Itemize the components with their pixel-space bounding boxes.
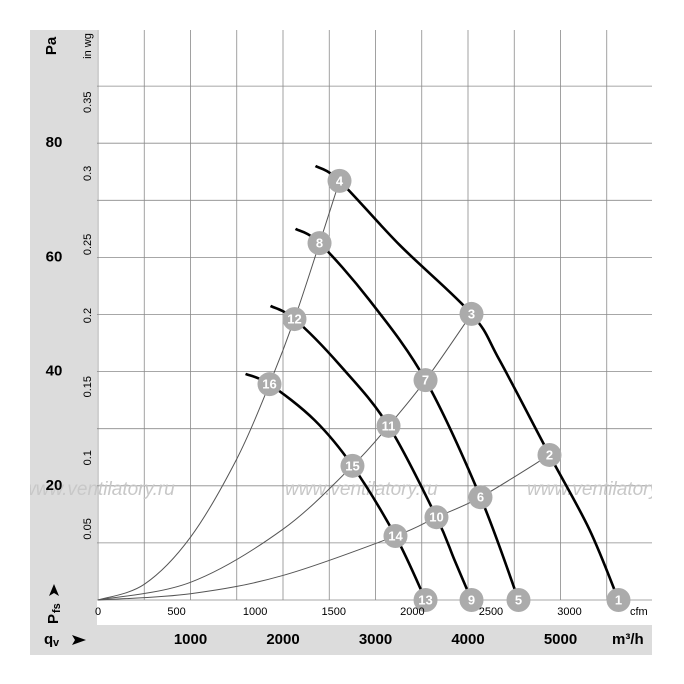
- y-tick-label: 20: [46, 477, 63, 494]
- x-tick-label: 4000: [451, 631, 484, 648]
- x-tick-label: 5000: [544, 631, 577, 648]
- y2-tick-label: 0.25: [82, 234, 94, 255]
- y-tick-label: 40: [46, 363, 63, 380]
- left-strip: [30, 30, 97, 655]
- x-symbol-main: q: [44, 631, 53, 648]
- operating-point: [459, 301, 484, 326]
- operating-point: [257, 372, 282, 397]
- x-label: m³/h: [612, 631, 644, 648]
- point-label: 13: [418, 592, 432, 607]
- operating-point: [327, 168, 352, 193]
- grid: [97, 30, 652, 601]
- point-label: 6: [477, 490, 484, 505]
- y2-label: in wg: [82, 33, 94, 59]
- point-label: 3: [468, 306, 475, 321]
- x2-tick-label: 2000: [400, 606, 424, 618]
- point-label: 11: [382, 418, 396, 433]
- operating-point: [468, 485, 493, 510]
- arrow: [72, 635, 86, 645]
- point-label: 9: [468, 592, 475, 607]
- operating-point: [413, 588, 438, 612]
- x-tick-label: 1000: [174, 631, 207, 648]
- x2-tick-label: 0: [95, 606, 101, 618]
- x-tick-label: 2000: [266, 631, 299, 648]
- point-label: 2: [546, 447, 553, 462]
- operating-point: [459, 588, 484, 612]
- watermark: www.ventilatory.ru: [285, 479, 438, 500]
- y-tick-label: 80: [46, 134, 63, 151]
- x2-tick-label: 2500: [479, 606, 503, 618]
- watermarks: www.ventilatory.ru www.ventilatory.ru ww…: [22, 479, 680, 500]
- point-label: 5: [515, 592, 522, 607]
- operating-point: [307, 231, 332, 256]
- point-label: 4: [336, 173, 344, 188]
- operating-point: [413, 368, 438, 393]
- y-symbol-sub: fs: [51, 603, 63, 613]
- operating-point: [383, 524, 408, 549]
- x2-label: cfm: [630, 606, 648, 618]
- operating-point: [606, 588, 631, 612]
- operating-point: [282, 307, 307, 332]
- x-symbol-sub: v: [53, 637, 60, 649]
- y2-tick-label: 0.2: [82, 308, 94, 323]
- point-label: 1: [615, 592, 622, 607]
- x2-tick-label: 500: [167, 606, 185, 618]
- operating-point: [506, 588, 531, 612]
- y2-tick-label: 0.1: [82, 450, 94, 465]
- x2-tick-label: 1000: [243, 606, 267, 618]
- point-label: 8: [316, 236, 323, 251]
- x2-tick-label: 1500: [322, 606, 346, 618]
- operating-point: [537, 442, 562, 467]
- point-label: 12: [287, 312, 301, 327]
- y2-tick-label: 0.05: [82, 518, 94, 539]
- operating-point: [424, 505, 449, 530]
- x2-tick-label: 3000: [557, 606, 581, 618]
- plot-area: [97, 30, 652, 625]
- y-symbol: P fs: [45, 584, 63, 624]
- y2-tick-label: 0.15: [82, 376, 94, 397]
- y2-tick-label: 0.3: [82, 166, 94, 181]
- point-label: 16: [262, 377, 276, 392]
- fan-curve: [314, 164, 620, 601]
- x-symbol: q v: [44, 631, 86, 649]
- x-tick-label: 3000: [359, 631, 392, 648]
- watermark: www.ventilatory.ru: [22, 479, 175, 500]
- bottom-strip: [30, 625, 652, 655]
- point-label: 7: [422, 373, 429, 388]
- y-tick-label: 60: [46, 248, 63, 265]
- y2-tick-label: 0.35: [82, 92, 94, 113]
- y-label: Pa: [43, 36, 60, 55]
- y-symbol-main: P: [45, 614, 62, 624]
- operating-point: [340, 453, 365, 478]
- point-label: 10: [429, 510, 443, 525]
- point-label: 15: [345, 458, 359, 473]
- operating-point: [376, 413, 401, 438]
- point-label: 14: [388, 528, 403, 543]
- watermark: www.ventilatory.ru: [527, 479, 680, 500]
- arrow: [49, 584, 59, 596]
